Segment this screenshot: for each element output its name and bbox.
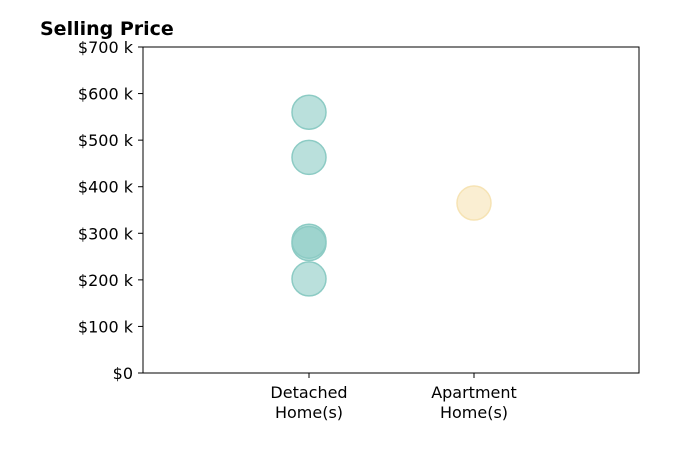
data-point	[291, 261, 327, 297]
data-point	[291, 94, 327, 130]
y-tick-label: $700 k	[78, 38, 134, 57]
data-point	[291, 225, 327, 262]
plot-area-frame	[142, 46, 640, 374]
y-tick-label: $100 k	[78, 317, 134, 336]
x-category-label: Detached	[270, 383, 347, 402]
y-tick-label: $300 k	[78, 224, 134, 243]
data-points	[291, 94, 492, 297]
chart-title: Selling Price	[40, 18, 174, 40]
x-category-label: Home(s)	[275, 403, 343, 422]
y-tick-label: $600 k	[78, 85, 134, 104]
y-tick-label: $200 k	[78, 271, 134, 290]
x-category-label: Home(s)	[440, 403, 508, 422]
y-tick-label: $400 k	[78, 178, 134, 197]
x-category-label: Apartment	[431, 383, 517, 402]
y-tick-label: $500 k	[78, 131, 134, 150]
y-tick-label: $0	[113, 364, 133, 383]
y-axis: $0 $100 k $200 k $300 k $400 k $500 k $600 k $7…	[78, 38, 143, 383]
data-point	[291, 139, 327, 176]
data-point	[456, 185, 492, 221]
